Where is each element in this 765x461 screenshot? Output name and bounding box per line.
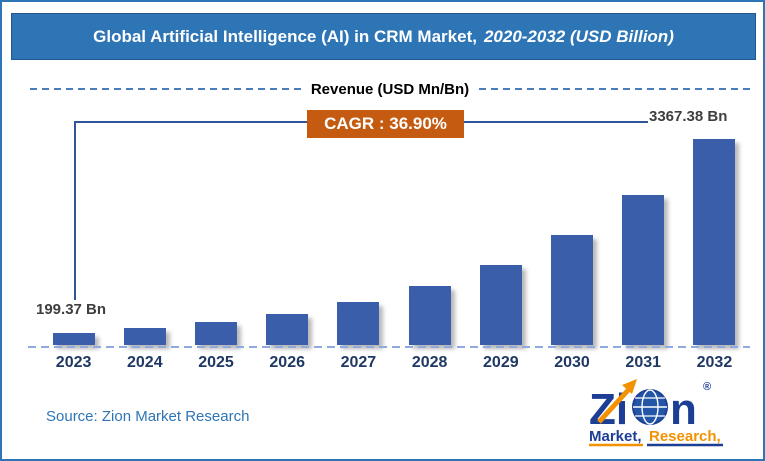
header-dash-right [479, 88, 750, 90]
x-axis-row: 2023 2024 2025 2026 2027 2028 2029 2030 2031 2032 [38, 354, 750, 372]
bar-2027 [337, 302, 380, 345]
x-tick-2031: 2031 [625, 354, 662, 371]
zion-logo: Zi n ® Market, Research, [587, 378, 747, 450]
page-title-range: 2020-2032 (USD Billion) [483, 26, 674, 46]
growth-arrow-icon [597, 379, 637, 424]
x-tick-2024: 2024 [127, 354, 163, 371]
x-tick-2029: 2029 [483, 354, 519, 371]
logo-text-market: Market, [589, 428, 642, 445]
page-title-main: Global Artificial Intelligence (AI) in C… [93, 26, 477, 46]
bar-column-2024 [109, 139, 180, 345]
x-tick-2032: 2032 [696, 354, 733, 371]
source-note: Source: Zion Market Research [46, 408, 250, 425]
header-dash-left [30, 88, 301, 90]
title-banner: Global Artificial Intelligence (AI) in C… [11, 13, 756, 60]
bar-2032 [693, 139, 736, 345]
plot-area [38, 139, 750, 345]
bar-2024 [123, 328, 166, 345]
bar-column-2026 [252, 139, 323, 345]
bar-column-2032 [679, 139, 750, 345]
connector-line-right [464, 121, 648, 123]
x-tick-2026: 2026 [269, 354, 305, 371]
bar-column-2029 [465, 139, 536, 345]
bar-2025 [195, 322, 237, 345]
chart-axis-title: Revenue (USD Mn/Bn) [310, 80, 470, 98]
chart-header: Revenue (USD Mn/Bn) [30, 80, 750, 98]
x-axis-baseline [28, 346, 750, 348]
bar-2026 [266, 314, 309, 345]
bar-2028 [408, 286, 451, 345]
connector-line-vertical [74, 121, 76, 300]
x-tick-2023: 2023 [55, 354, 92, 371]
bar-column-2031 [608, 139, 679, 345]
x-tick-2027: 2027 [340, 354, 377, 371]
connector-line-left [75, 121, 307, 123]
bar-2029 [479, 265, 522, 345]
bar-column-2023 [38, 139, 109, 345]
x-tick-2025: 2025 [198, 354, 234, 371]
logo-text-n: n [670, 385, 697, 434]
zion-logo-graphic: Zi n ® Market, Research, [589, 379, 723, 447]
bar-column-2025 [180, 139, 251, 345]
bar-column-2030 [536, 139, 607, 345]
bar-2030 [551, 235, 594, 345]
bar-2031 [622, 195, 665, 345]
registered-mark-icon: ® [703, 381, 711, 393]
cagr-badge: CAGR : 36.90% [307, 110, 464, 138]
logo-text-research: Research, [649, 428, 721, 445]
globe-icon [632, 389, 668, 425]
bar-column-2027 [323, 139, 394, 345]
value-label-2023: 199.37 Bn [36, 301, 107, 318]
x-tick-2030: 2030 [554, 354, 590, 371]
bar-column-2028 [394, 139, 465, 345]
bar-2023 [52, 333, 95, 345]
x-tick-2028: 2028 [411, 354, 448, 371]
value-label-2032: 3367.38 Bn [649, 108, 728, 125]
